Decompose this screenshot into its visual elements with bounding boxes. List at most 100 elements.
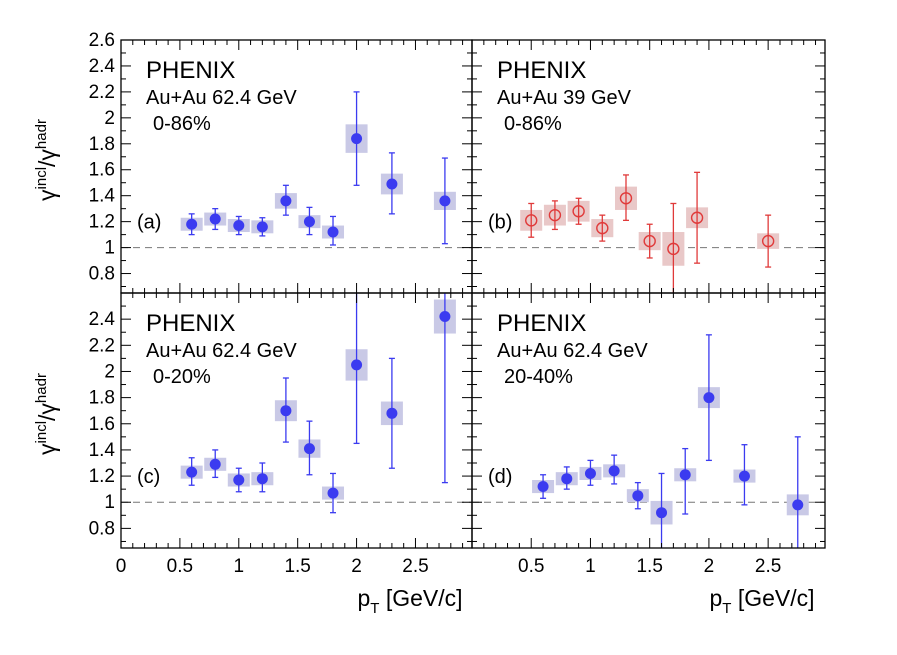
data-point xyxy=(209,458,221,470)
panel-d-system: Au+Au 62.4 GeV xyxy=(497,340,648,362)
y-label-slash-b: /γ xyxy=(34,403,60,421)
y-tick-label: 1.6 xyxy=(89,160,115,181)
data-point xyxy=(303,443,315,455)
panel-a-system: Au+Au 62.4 GeV xyxy=(146,87,297,109)
y-label-gamma-num-b: γ xyxy=(34,443,60,455)
panel-a-label: (a) xyxy=(137,212,161,234)
panel-d-frame xyxy=(471,292,826,549)
y-tick-label: 2.4 xyxy=(89,309,116,330)
data-point xyxy=(572,205,585,218)
panel-c: 0.8 1 1.2 1.4 1.6 1.8 2 2.2 2.4 0 0.5 1 1.5 2 2.5 PHENI… xyxy=(89,292,473,577)
y-tick-label: 1.8 xyxy=(89,134,115,155)
panel-d-label: (d) xyxy=(488,466,512,488)
x-label-units: [GeV/c] xyxy=(379,585,462,611)
data-point xyxy=(525,214,538,227)
panel-c-label: (c) xyxy=(137,466,160,488)
x-tick-label: 2 xyxy=(351,556,362,577)
y-axis-label-top: γincl/γhadr xyxy=(33,119,60,201)
y-tick-label: 2.4 xyxy=(89,56,116,77)
panel-d: 0.5 1 1.5 2 2.5 PHENIX Au+Au 62.4 GeV 20-40% (d) xyxy=(471,292,826,577)
data-point xyxy=(327,487,339,499)
y-label-slash: /γ xyxy=(34,149,60,167)
data-point xyxy=(561,473,573,485)
x-tick-label: 1.5 xyxy=(284,556,310,577)
data-point xyxy=(584,467,596,479)
panels-layer: 0.8 1 1.2 1.4 1.6 1.8 2 2.2 2.4 2.6 PHENIX Au+Au 62… xyxy=(89,30,826,577)
data-point xyxy=(351,359,363,371)
y-label-gamma-num: γ xyxy=(34,189,60,201)
data-point xyxy=(792,499,804,511)
y-label-sup-hadr: hadr xyxy=(33,119,50,149)
panel-b-experiment: PHENIX xyxy=(497,57,586,84)
data-point xyxy=(667,242,680,256)
data-point xyxy=(738,470,750,482)
panel-c-data xyxy=(180,293,456,514)
panel-a-experiment: PHENIX xyxy=(146,57,235,84)
x-label-sub-t-r: T xyxy=(722,600,731,617)
y-tick-label: 1.4 xyxy=(89,186,116,207)
y-tick-label: 2.2 xyxy=(89,335,115,356)
data-point xyxy=(439,195,451,207)
data-point xyxy=(386,178,398,190)
panel-d-experiment: PHENIX xyxy=(497,310,586,337)
panel-b-system: Au+Au 39 GeV xyxy=(497,87,632,109)
y-tick-label: 1.6 xyxy=(89,414,115,435)
data-point xyxy=(351,133,363,145)
y-tick-label: 2 xyxy=(104,361,115,382)
panel-c-experiment: PHENIX xyxy=(146,310,235,337)
y-axis-label-bottom: γincl/γhadr xyxy=(33,373,60,455)
data-point xyxy=(761,234,775,248)
x-tick-label: 1 xyxy=(233,556,244,577)
y-tick-label: 0.8 xyxy=(89,518,115,539)
x-label-units-r: [GeV/c] xyxy=(731,585,814,611)
y-tick-label: 1 xyxy=(104,238,115,259)
data-point xyxy=(280,195,292,207)
x-tick-label: 1.5 xyxy=(636,556,662,577)
panel-a: 0.8 1 1.2 1.4 1.6 1.8 2 2.2 2.4 2.6 PHENIX Au+Au 62… xyxy=(89,30,473,294)
data-point xyxy=(209,213,221,225)
data-point xyxy=(537,481,549,493)
data-point xyxy=(186,218,198,230)
data-point xyxy=(233,474,245,486)
panel-c-centrality: 0-20% xyxy=(153,366,211,388)
data-point xyxy=(643,234,656,248)
y-label-sup-incl-b: incl xyxy=(33,421,50,444)
data-point xyxy=(632,490,644,502)
y-tick-label: 1.8 xyxy=(89,388,115,409)
x-tick-label: 1 xyxy=(585,556,596,577)
data-point xyxy=(256,221,268,233)
x-label-p-r: p xyxy=(709,585,722,611)
data-point xyxy=(280,405,292,417)
y-tick-label: 1.2 xyxy=(89,212,115,233)
data-point xyxy=(619,192,633,205)
x-tick-label: 2 xyxy=(704,556,715,577)
data-point xyxy=(656,507,668,519)
x-label-p: p xyxy=(357,585,370,611)
x-tick-label: 2.5 xyxy=(755,556,781,577)
x-tick-label: 0.5 xyxy=(167,556,193,577)
data-point xyxy=(596,221,609,235)
panel-b-data xyxy=(520,171,780,293)
y-tick-label: 2.2 xyxy=(89,82,115,103)
data-point xyxy=(439,311,451,323)
panel-b: PHENIX Au+Au 39 GeV 0-86% (b) xyxy=(471,39,826,294)
x-tick-label: 2.5 xyxy=(402,556,428,577)
panel-b-centrality: 0-86% xyxy=(504,113,562,135)
panel-a-data xyxy=(180,91,456,246)
x-tick-label: 0 xyxy=(116,556,127,577)
y-tick-label: 1 xyxy=(104,492,115,513)
x-tick-label: 0.5 xyxy=(518,556,544,577)
data-point xyxy=(186,466,198,478)
x-axis-label-right: pT [GeV/c] xyxy=(709,585,814,617)
data-point xyxy=(548,208,562,222)
data-point xyxy=(679,469,691,481)
x-axis-label-left: pT [GeV/c] xyxy=(357,585,462,617)
data-point xyxy=(608,465,620,477)
y-label-sup-incl: incl xyxy=(33,167,50,190)
y-tick-label: 0.8 xyxy=(89,264,115,285)
data-point xyxy=(233,220,245,232)
data-point xyxy=(690,211,704,224)
data-point xyxy=(303,216,315,228)
panel-d-data xyxy=(532,334,809,548)
